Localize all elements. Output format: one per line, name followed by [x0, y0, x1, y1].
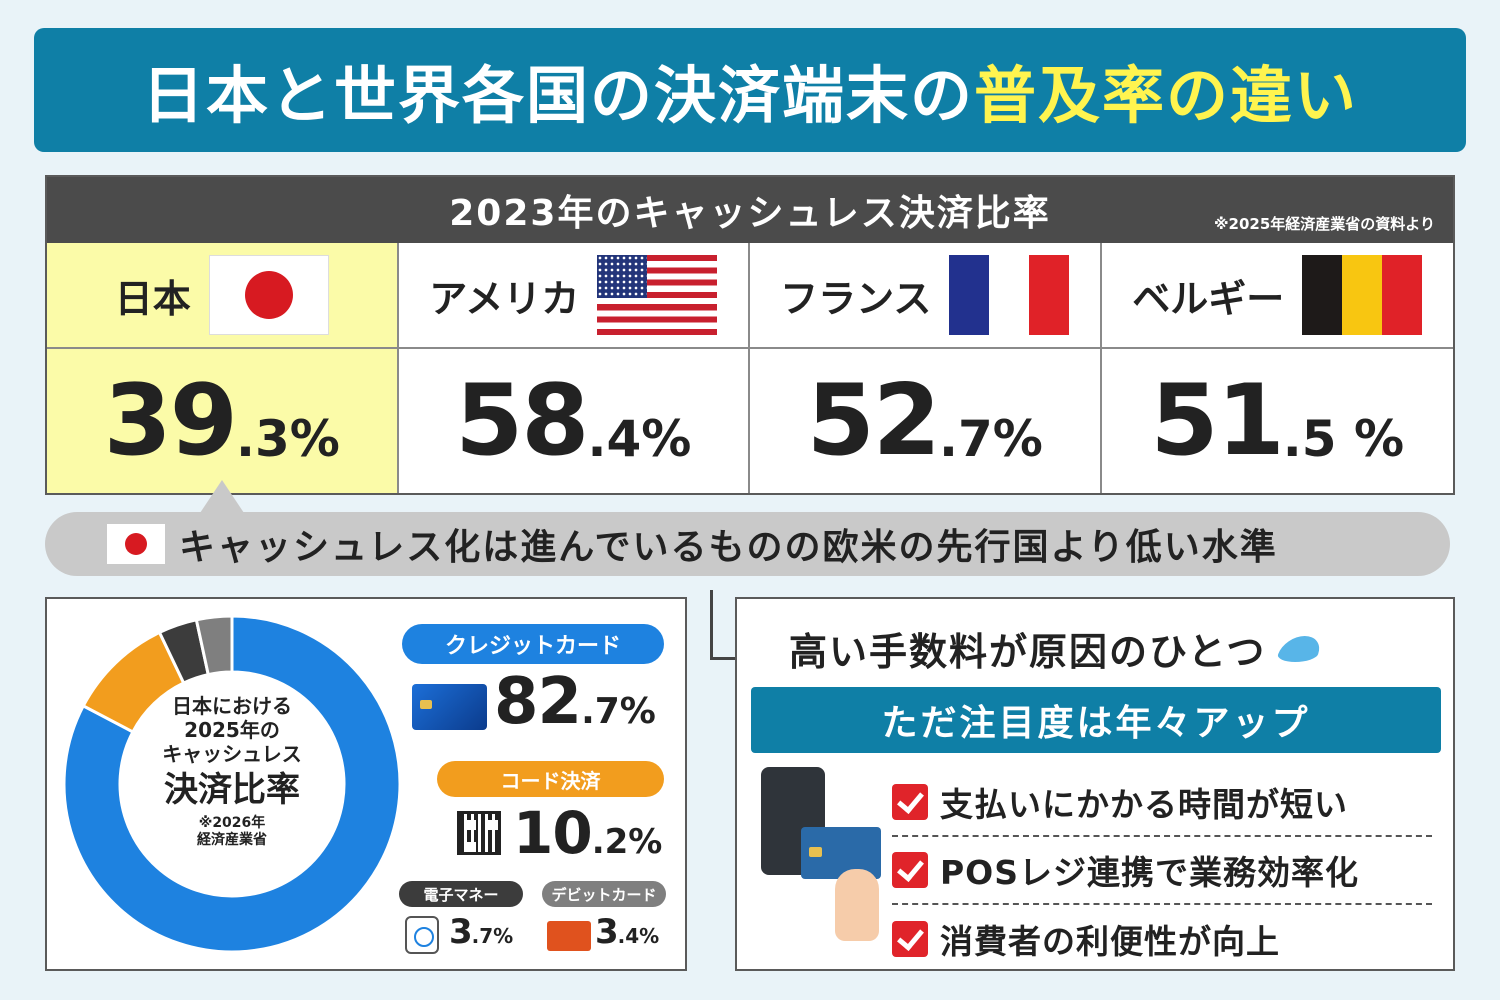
- checkbox-icon: [892, 784, 928, 820]
- cashless-rate-panel: 2023年のキャッシュレス決済比率 ※2025年経済産業省の資料より 日本 39…: [45, 175, 1455, 495]
- japan-flag-icon: [208, 255, 329, 335]
- debit-card-label: デビットカード: [542, 881, 666, 907]
- emoney-label: 電子マネー: [399, 881, 523, 907]
- country-name: 日本: [114, 276, 191, 321]
- donut-label-note: 経済産業省: [197, 831, 267, 848]
- france-flag-icon: [949, 255, 1070, 335]
- country-name: アメリカ: [429, 276, 580, 321]
- credit-card-value: 82.7%: [494, 665, 656, 739]
- donut-chart: [62, 614, 402, 954]
- country-value: 51: [1150, 364, 1284, 478]
- reason-title: 高い手数料が原因のひとつ: [789, 621, 1326, 676]
- country-name: ベルギー: [1132, 276, 1285, 321]
- donut-label-line: キャッシュレス: [162, 742, 302, 766]
- emoney-value: 3.7%: [449, 912, 514, 952]
- title-main: 日本と世界各国の決済端末の: [141, 59, 974, 132]
- donut-label-line: 日本における: [172, 694, 292, 718]
- callout-pointer: [198, 480, 246, 516]
- donut-center-label: 日本における 2025年の キャッシュレス 決済比率 ※2026年 経済産業省: [117, 694, 347, 848]
- country-name: フランス: [780, 276, 932, 321]
- country-usa: アメリカ 58.4%: [398, 243, 750, 493]
- rate-heading-text: 2023年のキャッシュレス決済比率: [449, 193, 1051, 234]
- title-highlight: 普及率の違い: [974, 59, 1359, 132]
- code-payment-value: 10.2%: [513, 799, 663, 867]
- donut-slice-4: [194, 614, 234, 677]
- usa-flag-icon: [597, 255, 718, 335]
- phone-icon: [405, 916, 439, 954]
- country-value-decimal: .7%: [939, 410, 1043, 468]
- donut-label-note: ※2026年: [198, 814, 266, 831]
- list-item: POSレジ連携で業務効率化: [892, 837, 1432, 905]
- summary-callout: キャッシュレス化は進んでいるものの欧米の先行国より低い水準: [45, 512, 1450, 576]
- debit-card-icon: [547, 921, 591, 951]
- country-france: フランス 52.7%: [750, 243, 1102, 493]
- reason-panel: 高い手数料が原因のひとつ ただ注目度は年々アップ 支払いにかかる時間が短い PO…: [735, 597, 1455, 971]
- donut-label-line: 2025年の: [184, 718, 280, 742]
- donut-label-title: 決済比率: [164, 770, 300, 810]
- source-note: ※2025年経済産業省の資料より: [1213, 215, 1435, 233]
- reason-title-text: 高い手数料が原因のひとつ: [789, 630, 1267, 674]
- country-value: 58: [455, 364, 589, 478]
- japan-flag-icon: [107, 524, 165, 564]
- country-value: 52: [806, 364, 941, 478]
- belgium-flag-icon: [1302, 255, 1423, 335]
- country-value: 39: [103, 364, 238, 478]
- credit-card-label: クレジットカード: [402, 624, 664, 664]
- breakdown-panel: 日本における 2025年の キャッシュレス 決済比率 ※2026年 経済産業省 …: [45, 597, 687, 971]
- country-value-decimal: .3%: [236, 410, 340, 468]
- checkbox-icon: [892, 921, 928, 957]
- rate-heading: 2023年のキャッシュレス決済比率 ※2025年経済産業省の資料より: [47, 177, 1453, 243]
- list-item: 消費者の利便性が向上: [892, 905, 1432, 973]
- code-payment-label: コード決済: [437, 761, 664, 797]
- rate-grid: 日本 39.3% アメリカ 58.4% フランス 52.7% ベルギー 51.5…: [47, 243, 1453, 493]
- qr-code-icon: [457, 811, 501, 855]
- country-belgium: ベルギー 51.5 %: [1101, 243, 1453, 493]
- credit-card-icon: [412, 684, 487, 730]
- payment-terminal-icon: [757, 767, 885, 952]
- sweat-drop-icon: [1275, 635, 1326, 662]
- reason-band: ただ注目度は年々アップ: [751, 687, 1441, 753]
- page-title: 日本と世界各国の決済端末の 普及率の違い: [34, 28, 1466, 152]
- list-item: 支払いにかかる時間が短い: [892, 769, 1432, 837]
- summary-text: キャッシュレス化は進んでいるものの欧米の先行国より低い水準: [179, 527, 1278, 568]
- debit-card-value: 3.4%: [595, 912, 660, 952]
- donut-slice-1: [62, 614, 402, 954]
- country-value-decimal: .5 %: [1282, 410, 1405, 468]
- benefit-list: 支払いにかかる時間が短い POSレジ連携で業務効率化 消費者の利便性が向上: [892, 769, 1432, 973]
- checkbox-icon: [892, 852, 928, 888]
- country-japan: 日本 39.3%: [47, 243, 399, 493]
- country-value-decimal: .4%: [587, 410, 692, 468]
